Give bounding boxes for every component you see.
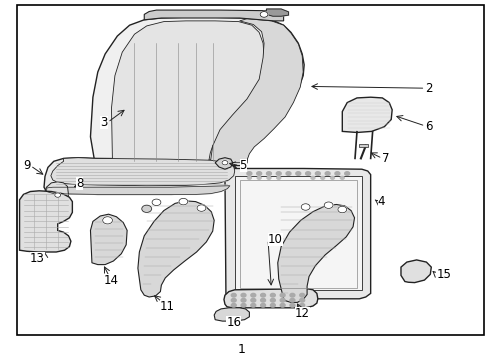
Circle shape	[250, 293, 255, 297]
Text: 1: 1	[238, 343, 245, 356]
Circle shape	[197, 205, 205, 211]
Text: 14: 14	[104, 274, 119, 287]
Polygon shape	[144, 10, 283, 21]
Text: 2: 2	[425, 82, 432, 95]
Circle shape	[231, 293, 236, 297]
Circle shape	[299, 303, 304, 307]
Circle shape	[102, 217, 112, 224]
Circle shape	[337, 206, 346, 213]
Circle shape	[310, 176, 314, 179]
Circle shape	[152, 199, 161, 206]
Polygon shape	[224, 168, 370, 299]
Text: 11: 11	[160, 300, 174, 312]
Circle shape	[270, 298, 275, 302]
Circle shape	[241, 303, 245, 307]
Circle shape	[280, 293, 285, 297]
Text: 8: 8	[76, 177, 83, 190]
Polygon shape	[277, 204, 354, 302]
Circle shape	[250, 298, 255, 302]
Circle shape	[325, 172, 329, 175]
Text: 7: 7	[382, 152, 389, 165]
Text: 5: 5	[239, 159, 246, 172]
Circle shape	[250, 303, 255, 307]
Circle shape	[246, 172, 251, 175]
Circle shape	[305, 172, 310, 175]
Polygon shape	[342, 97, 391, 132]
Polygon shape	[90, 17, 304, 166]
Circle shape	[270, 303, 275, 307]
Circle shape	[299, 298, 304, 302]
Circle shape	[270, 293, 275, 297]
Circle shape	[301, 204, 309, 210]
Circle shape	[280, 298, 285, 302]
Circle shape	[289, 293, 294, 297]
Circle shape	[299, 293, 304, 297]
Polygon shape	[214, 308, 249, 321]
Circle shape	[285, 172, 290, 175]
Text: 12: 12	[294, 307, 309, 320]
Circle shape	[295, 172, 300, 175]
Circle shape	[330, 176, 334, 179]
Text: 13: 13	[30, 252, 45, 265]
Polygon shape	[44, 182, 68, 207]
Circle shape	[179, 198, 187, 205]
Circle shape	[334, 172, 339, 175]
Polygon shape	[44, 158, 239, 194]
Polygon shape	[138, 201, 214, 297]
Circle shape	[222, 161, 227, 165]
Polygon shape	[400, 260, 430, 283]
Circle shape	[266, 172, 271, 175]
Polygon shape	[90, 214, 127, 265]
Circle shape	[266, 176, 270, 179]
Circle shape	[256, 172, 261, 175]
Circle shape	[247, 176, 251, 179]
Circle shape	[260, 293, 265, 297]
Circle shape	[231, 303, 236, 307]
Circle shape	[320, 176, 324, 179]
Polygon shape	[51, 158, 234, 186]
Circle shape	[260, 12, 267, 17]
Circle shape	[276, 176, 280, 179]
Polygon shape	[210, 19, 303, 163]
Text: 16: 16	[226, 316, 241, 329]
Circle shape	[315, 172, 320, 175]
Polygon shape	[215, 158, 232, 169]
Circle shape	[231, 298, 236, 302]
Circle shape	[289, 303, 294, 307]
Circle shape	[241, 293, 245, 297]
Circle shape	[55, 193, 61, 197]
Circle shape	[280, 303, 285, 307]
Polygon shape	[224, 289, 317, 308]
Text: 10: 10	[267, 233, 282, 246]
Polygon shape	[46, 186, 229, 194]
Circle shape	[289, 298, 294, 302]
Text: 4: 4	[377, 195, 384, 208]
Circle shape	[260, 303, 265, 307]
Text: 9: 9	[23, 159, 30, 172]
Text: 3: 3	[100, 116, 107, 129]
Polygon shape	[234, 176, 361, 290]
Text: 15: 15	[435, 268, 450, 281]
Circle shape	[340, 176, 344, 179]
Circle shape	[241, 298, 245, 302]
Polygon shape	[266, 9, 288, 16]
Circle shape	[324, 202, 332, 208]
Polygon shape	[358, 144, 367, 147]
Circle shape	[260, 298, 265, 302]
Circle shape	[344, 172, 349, 175]
Circle shape	[142, 205, 151, 212]
Polygon shape	[20, 191, 72, 252]
Text: 6: 6	[425, 120, 432, 132]
Polygon shape	[111, 21, 264, 163]
Circle shape	[276, 172, 281, 175]
Circle shape	[257, 176, 261, 179]
